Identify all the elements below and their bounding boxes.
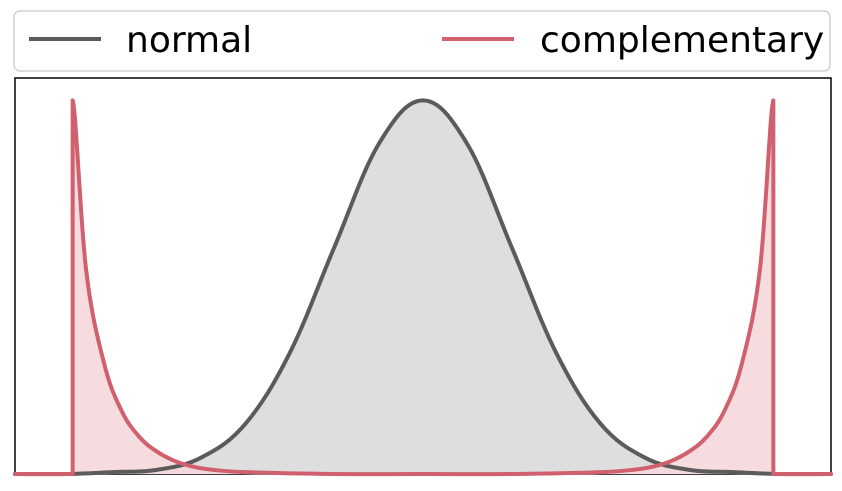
series-line-complementary <box>13 98 833 477</box>
series-line-normal <box>13 98 833 477</box>
legend: normal complementary <box>13 10 831 72</box>
legend-label-complementary: complementary <box>540 20 824 61</box>
legend-label-normal: normal <box>126 20 252 61</box>
area-fill-normal <box>15 100 831 475</box>
series-layer <box>13 98 833 477</box>
legend-box <box>13 10 831 72</box>
plot-area <box>13 77 833 477</box>
area-fill-complementary <box>15 100 831 475</box>
